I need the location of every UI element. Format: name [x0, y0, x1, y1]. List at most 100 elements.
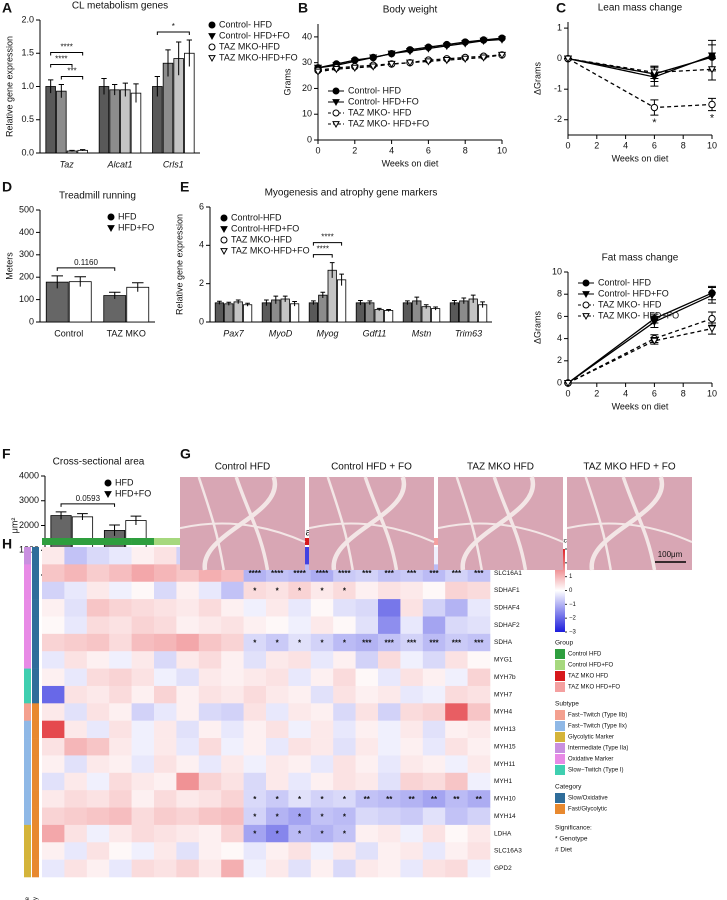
category-strip [32, 790, 39, 808]
heatmap-cell [288, 755, 312, 774]
chart-title: Lean mass change [598, 3, 683, 14]
x-tick-label: 6 [652, 388, 657, 398]
chart-title: Cross-sectional area [53, 457, 145, 468]
data-point [442, 42, 451, 51]
tissue-gap [363, 476, 399, 571]
heatmap-cell [154, 599, 177, 617]
error-bar [74, 276, 86, 287]
subtype-strip [24, 668, 31, 687]
data-point [650, 337, 659, 346]
heatmap-cell [198, 859, 222, 878]
heatmap-cell [198, 807, 222, 826]
heatmap-cell [176, 651, 200, 669]
bar [280, 298, 290, 323]
heatmap-cell [445, 807, 468, 826]
row-label: MYH7 [494, 691, 512, 698]
heatmap-cell [243, 738, 267, 756]
heatmap-cell [400, 633, 424, 652]
y-tick-label: 10 [552, 266, 562, 276]
category-strip [32, 547, 39, 565]
subtype-strip [24, 859, 31, 878]
colorbar [555, 549, 565, 632]
error-bar [133, 83, 139, 103]
heatmap-cell [333, 859, 356, 878]
series-line [567, 58, 713, 109]
bar [68, 281, 92, 323]
heatmap-cell [221, 633, 244, 652]
significance-label: **** [55, 55, 67, 64]
image-label: Control HFD [215, 462, 271, 473]
colorbar-tick-label: −3 [569, 630, 577, 636]
error-bar [51, 275, 63, 289]
y-axis-label: μm² [9, 518, 19, 534]
error-bar [69, 149, 75, 152]
heatmap-cell [422, 842, 446, 860]
heatmap-cell [42, 685, 65, 704]
heatmap-cell [310, 720, 334, 739]
y-axis-label: Relative gene expression [4, 36, 14, 137]
significance-label: *** [67, 67, 76, 76]
subtype-strip [24, 824, 31, 843]
y-tick-label: 2 [199, 278, 204, 288]
heatmap-cell [221, 859, 244, 878]
tissue-gap [460, 476, 536, 571]
heatmap-cell [288, 651, 312, 669]
category-strip [32, 564, 39, 583]
x-tick-label: 0 [565, 140, 570, 150]
heatmap-cell [422, 651, 446, 669]
panel-letter: F [2, 446, 11, 462]
significance-label: **** [60, 43, 72, 52]
heatmap-cell [467, 668, 491, 687]
legend-label: Glycolytic Marker [568, 735, 614, 741]
bar [242, 304, 253, 323]
significance-bracket [50, 64, 73, 68]
heatmap-cell [422, 720, 446, 739]
heatmap-cell [400, 790, 424, 808]
legend-label: TAZ MKO- HFD [598, 299, 662, 309]
significance-mark: *** [407, 639, 417, 648]
y-tick-label: 8 [557, 289, 562, 299]
data-point [350, 64, 359, 73]
heatmap-cell [131, 755, 155, 774]
heatmap-cell [422, 616, 446, 635]
heatmap-cell [109, 547, 132, 565]
heatmap-cell [355, 633, 379, 652]
heatmap-cell [86, 616, 110, 635]
heatmap-cell [266, 616, 289, 635]
significance-bracket [312, 254, 333, 258]
heatmap-cell [176, 633, 200, 652]
legend-swatch [555, 754, 565, 764]
data-point [650, 69, 659, 77]
heatmap-cell [400, 859, 424, 878]
significance-label: * [172, 22, 175, 31]
series-line [567, 54, 713, 78]
data-point [461, 40, 470, 48]
significance-mark: * [298, 812, 302, 821]
heatmap-cell [378, 824, 401, 843]
tissue-gap [179, 522, 306, 544]
bar [374, 309, 384, 323]
significance-mark: ** [364, 795, 371, 804]
bar [109, 89, 120, 154]
y-tick-label: 6 [557, 311, 562, 321]
heatmap-cell [42, 842, 65, 860]
data-point [479, 54, 488, 62]
legend-label: TAZ MKO- HFD+FO [348, 118, 429, 128]
heatmap-cell [154, 772, 177, 791]
data-point [424, 58, 433, 66]
legend-label: Control-HFD+FO [231, 223, 299, 233]
heatmap-cell [467, 859, 491, 878]
group-strip [109, 538, 132, 545]
bar [336, 279, 347, 323]
tissue-gap [492, 476, 528, 571]
strip-label: Category [33, 897, 39, 900]
heatmap-cell [42, 755, 65, 774]
heatmap-cell [445, 599, 468, 617]
heatmap-cell [266, 772, 289, 791]
heatmap-cell [333, 651, 356, 669]
heatmap-cell [64, 599, 88, 617]
heatmap-cell [422, 790, 446, 808]
data-point [350, 58, 359, 66]
heatmap-cell [243, 755, 267, 774]
heatmap-cell [310, 790, 334, 808]
